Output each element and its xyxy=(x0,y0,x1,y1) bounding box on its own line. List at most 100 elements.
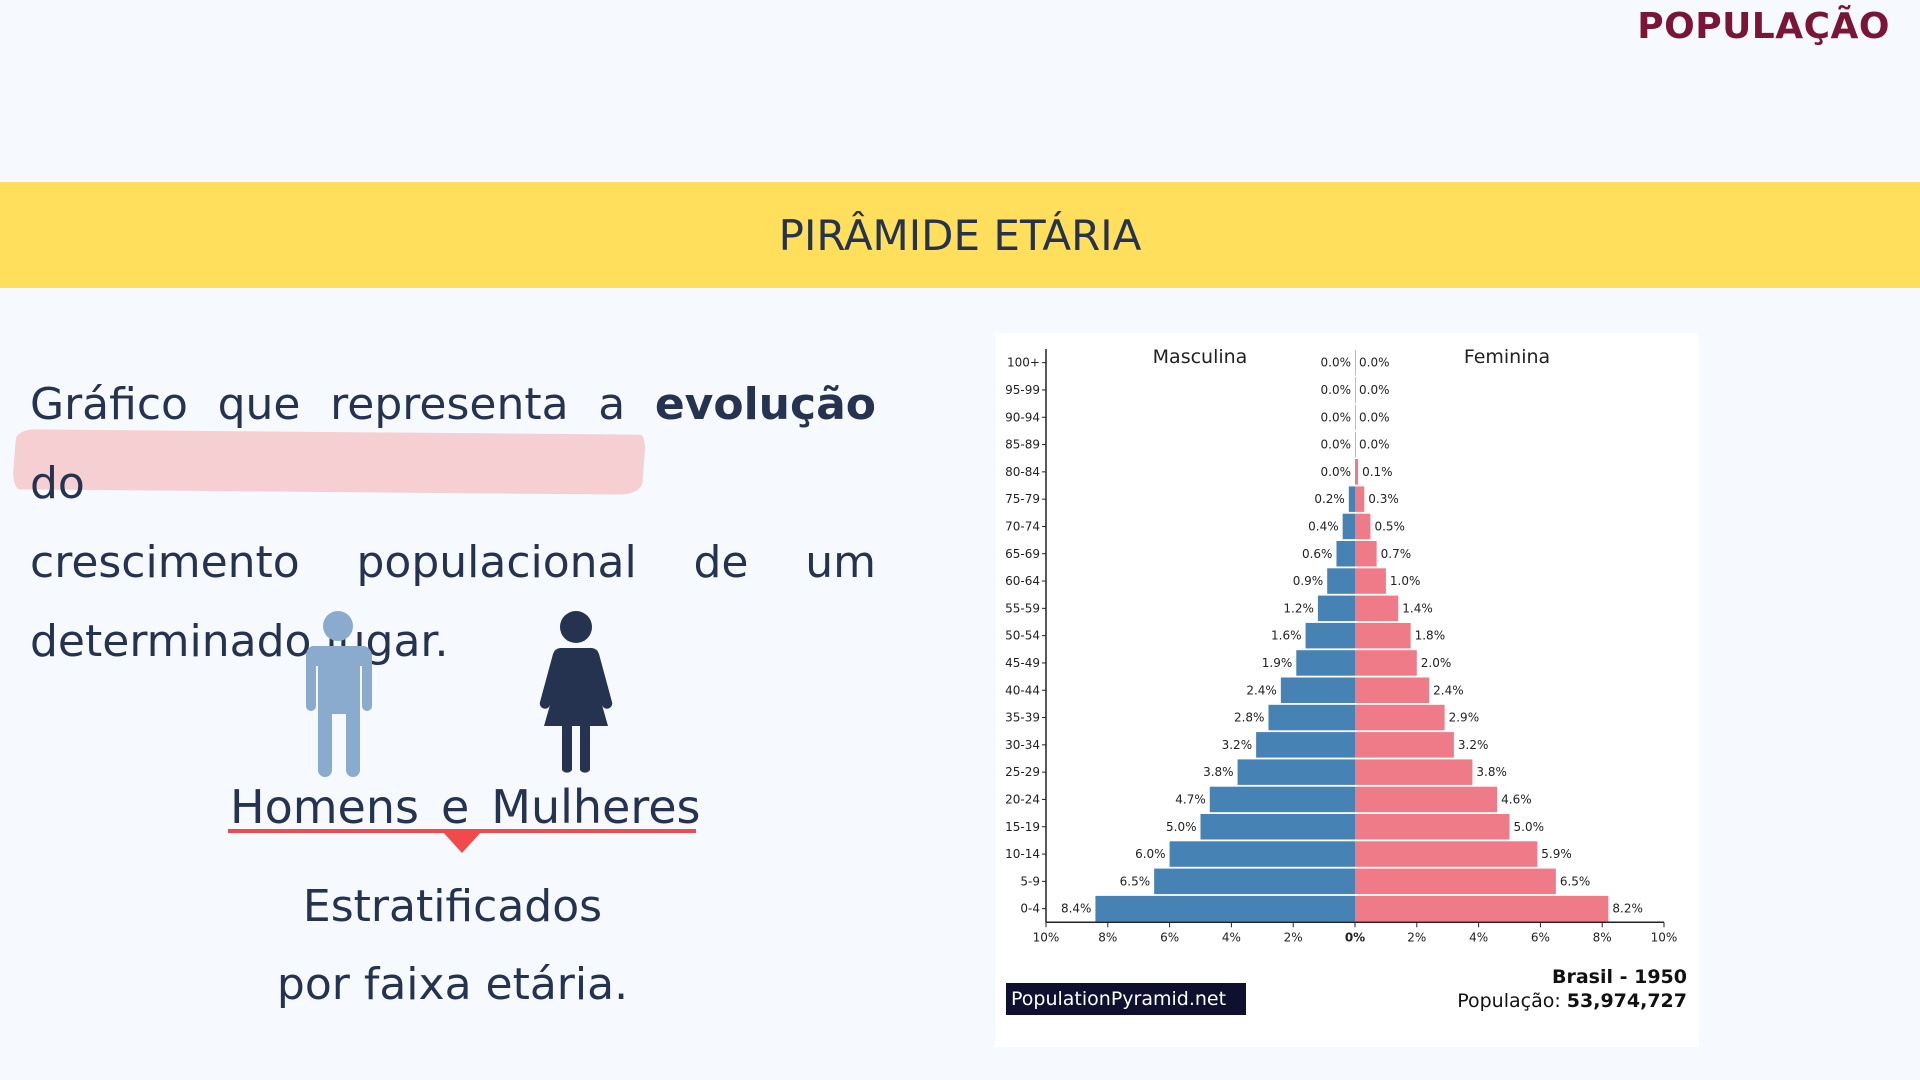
female-data-label: 4.6% xyxy=(1501,792,1532,806)
male-data-label: 5.0% xyxy=(1166,820,1197,834)
x-tick-label: 10% xyxy=(1033,930,1060,944)
male-bar xyxy=(1342,513,1355,540)
age-tick-label: 35-39 xyxy=(1005,711,1040,725)
population-label: População: xyxy=(1457,990,1561,1012)
legend-female-label: Feminina xyxy=(1464,346,1550,368)
male-data-label: 0.6% xyxy=(1302,547,1333,561)
female-bar xyxy=(1355,568,1386,594)
banner-title: PIRÂMIDE ETÁRIA xyxy=(778,210,1142,260)
male-data-label: 4.7% xyxy=(1175,792,1206,806)
stratified-text: Estratificados por faixa etária. xyxy=(230,868,675,1024)
age-tick-label: 60-64 xyxy=(1005,574,1040,588)
male-bar xyxy=(1317,595,1355,622)
female-data-label: 6.5% xyxy=(1560,874,1591,888)
age-tick-label: 70-74 xyxy=(1005,519,1040,533)
female-data-label: 0.0% xyxy=(1359,410,1390,424)
female-data-label: 0.5% xyxy=(1374,519,1405,533)
age-tick-label: 10-14 xyxy=(1005,847,1040,861)
female-data-label: 5.9% xyxy=(1541,847,1572,861)
male-data-label: 0.0% xyxy=(1321,465,1352,479)
age-tick-label: 25-29 xyxy=(1005,765,1040,779)
male-data-label: 1.2% xyxy=(1283,601,1314,615)
pyramid-svg: Masculina Feminina 100+ 0.0% 0.0% 95-99 0.0%… xyxy=(1005,346,1677,944)
stratified-line-2: por faixa etária. xyxy=(276,959,629,1010)
female-data-label: 3.2% xyxy=(1458,738,1489,752)
female-bar xyxy=(1355,349,1356,376)
female-data-label: 0.0% xyxy=(1359,383,1390,397)
population-line: População: 53,974,727 xyxy=(1457,989,1687,1013)
male-data-label: 2.4% xyxy=(1246,683,1277,697)
x-tick-label: 4% xyxy=(1469,930,1488,944)
male-data-label: 1.9% xyxy=(1262,656,1293,670)
x-tick-label: 4% xyxy=(1222,930,1241,944)
female-bar xyxy=(1355,732,1454,758)
female-bar xyxy=(1355,404,1356,430)
chart-info: Brasil - 1950 População: 53,974,727 xyxy=(1457,965,1687,1013)
female-data-label: 2.0% xyxy=(1421,656,1452,670)
male-data-label: 0.0% xyxy=(1321,383,1352,397)
intro-bold-word: evolução xyxy=(654,379,876,430)
female-data-label: 1.8% xyxy=(1415,629,1446,643)
female-bar xyxy=(1355,486,1365,512)
female-data-label: 0.7% xyxy=(1381,547,1412,561)
female-data-label: 1.0% xyxy=(1390,574,1421,588)
female-data-label: 0.0% xyxy=(1359,356,1390,370)
male-data-label: 0.0% xyxy=(1321,410,1352,424)
intro-line-3: determinado lugar. xyxy=(30,616,449,667)
male-bar xyxy=(1169,841,1355,867)
accent-pointer xyxy=(442,831,482,853)
age-tick-label: 15-19 xyxy=(1005,820,1040,834)
age-tick-label: 20-24 xyxy=(1005,792,1040,806)
age-tick-label: 45-49 xyxy=(1005,656,1040,670)
female-bar xyxy=(1355,650,1417,676)
male-data-label: 6.5% xyxy=(1120,874,1151,888)
x-tick-label: 6% xyxy=(1160,930,1179,944)
female-bar xyxy=(1355,377,1356,403)
women-label: Mulheres xyxy=(491,780,701,834)
age-tick-label: 100+ xyxy=(1007,356,1040,370)
age-tick-label: 40-44 xyxy=(1005,683,1040,697)
x-tick-label: 0% xyxy=(1345,930,1365,944)
country-year: Brasil - 1950 xyxy=(1551,966,1687,988)
male-bar xyxy=(1296,650,1355,676)
male-data-label: 1.6% xyxy=(1271,629,1302,643)
age-tick-label: 50-54 xyxy=(1005,629,1040,643)
woman-icon xyxy=(539,611,613,773)
intro-paragraph: Gráfico que representa a evolução do cre… xyxy=(30,365,876,681)
female-bar xyxy=(1355,541,1377,567)
male-data-label: 0.0% xyxy=(1321,356,1352,370)
male-data-label: 3.2% xyxy=(1222,738,1253,752)
male-bar xyxy=(1256,732,1355,758)
female-bar xyxy=(1355,595,1399,622)
source-badge: PopulationPyramid.net xyxy=(1006,983,1246,1015)
male-data-label: 3.8% xyxy=(1203,765,1234,779)
intro-text-a: Gráfico que representa a xyxy=(30,379,626,430)
male-data-label: 0.0% xyxy=(1321,438,1352,452)
age-tick-label: 65-69 xyxy=(1005,547,1040,561)
age-tick-label: 55-59 xyxy=(1005,601,1040,615)
female-bar xyxy=(1355,841,1538,867)
female-bar xyxy=(1355,868,1556,895)
female-bar xyxy=(1355,704,1445,731)
female-data-label: 1.4% xyxy=(1402,601,1433,615)
male-bar xyxy=(1154,868,1355,895)
male-data-label: 0.4% xyxy=(1308,519,1339,533)
intro-line-1: Gráfico que representa a evolução do xyxy=(30,365,876,523)
female-bar xyxy=(1355,759,1473,785)
male-bar xyxy=(1200,814,1355,840)
male-data-label: 8.4% xyxy=(1061,902,1092,916)
male-bar xyxy=(1327,568,1355,594)
population-pyramid-chart: Masculina Feminina 100+ 0.0% 0.0% 95-99 0.0%… xyxy=(995,333,1699,1047)
topic-banner: PIRÂMIDE ETÁRIA xyxy=(0,182,1920,288)
x-tick-label: 2% xyxy=(1407,930,1426,944)
female-data-label: 8.2% xyxy=(1612,902,1643,916)
x-tick-label: 8% xyxy=(1098,930,1117,944)
age-tick-label: 30-34 xyxy=(1005,738,1040,752)
female-bar xyxy=(1355,459,1359,485)
male-bar xyxy=(1305,622,1355,649)
female-bar xyxy=(1355,677,1430,703)
legend-male-label: Masculina xyxy=(1153,346,1248,368)
intro-line-2: crescimento populacional de um xyxy=(30,537,876,588)
female-data-label: 0.0% xyxy=(1359,438,1390,452)
female-data-label: 0.3% xyxy=(1368,492,1399,506)
